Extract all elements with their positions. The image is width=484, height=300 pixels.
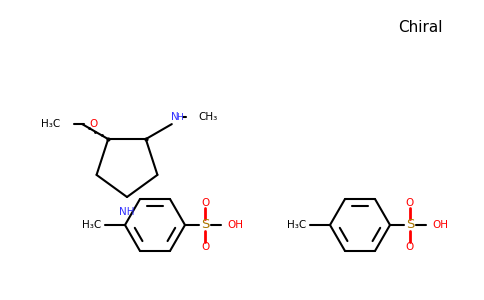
Text: S: S bbox=[406, 218, 414, 232]
Text: S: S bbox=[201, 218, 209, 232]
Text: O: O bbox=[201, 198, 209, 208]
Text: N: N bbox=[171, 112, 179, 122]
Text: O: O bbox=[89, 119, 97, 129]
Text: CH₃: CH₃ bbox=[199, 112, 218, 122]
Text: H₃C: H₃C bbox=[82, 220, 101, 230]
Text: H₃C: H₃C bbox=[287, 220, 306, 230]
Text: Chiral: Chiral bbox=[398, 20, 442, 35]
Text: O: O bbox=[201, 242, 209, 252]
Text: H₃C: H₃C bbox=[41, 119, 60, 129]
Text: O: O bbox=[406, 198, 414, 208]
Text: O: O bbox=[406, 242, 414, 252]
Text: OH: OH bbox=[227, 220, 243, 230]
Text: NH: NH bbox=[119, 207, 135, 217]
Text: H: H bbox=[176, 112, 182, 122]
Text: OH: OH bbox=[432, 220, 448, 230]
